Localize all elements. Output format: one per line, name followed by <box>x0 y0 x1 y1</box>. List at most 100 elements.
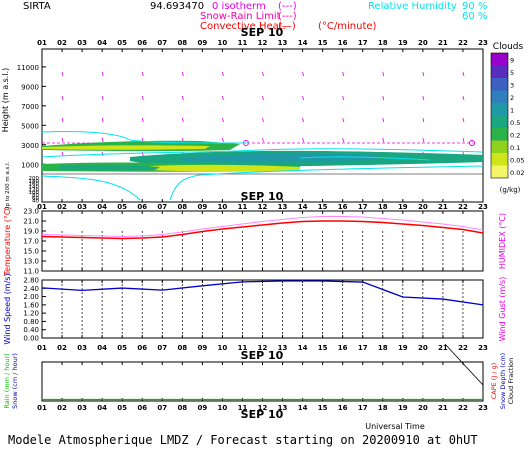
y-tick-label: 9000 <box>21 83 39 91</box>
hour-tick-label: 23 <box>478 39 488 47</box>
colorbar-swatch <box>491 165 508 178</box>
wind-barb <box>462 71 465 77</box>
hour-tick-label: 10 <box>218 404 228 412</box>
wind-barb <box>181 95 184 101</box>
colorbar-tick-label: 0.05 <box>510 156 524 164</box>
y-tick-label-low: 100 <box>29 190 40 196</box>
hour-tick-label: 21 <box>438 39 448 47</box>
wind-barb <box>262 71 264 77</box>
hour-tick-label: 06 <box>137 404 147 412</box>
cloud-layer <box>42 145 210 150</box>
wind-barb <box>462 117 465 123</box>
wind-barb <box>462 95 465 101</box>
footer-text: Modele Atmospherique LMDZ / Forecast sta… <box>8 433 478 447</box>
hour-tick-label: 02 <box>57 344 67 352</box>
wind-barb <box>222 137 224 143</box>
colorbar-swatch <box>491 103 508 116</box>
hour-tick-label: 21 <box>438 203 448 211</box>
wind-barb <box>181 71 184 77</box>
cape-y-label: CAPE (J / g) <box>490 363 498 400</box>
wind-speed-y-label: Wind Speed (m/s) <box>3 273 12 344</box>
cloud-fraction-y-label: Cloud Fraction <box>507 358 515 405</box>
hour-tick-label: 13 <box>278 39 288 47</box>
hour-tick-label: 21 <box>438 404 448 412</box>
hour-tick-label: 20 <box>418 344 428 352</box>
hour-tick-label: 07 <box>157 344 167 352</box>
hour-tick-label: 18 <box>378 404 388 412</box>
colorbar-tick-label: 0.2 <box>510 131 520 139</box>
y-tick-label-low: 200 <box>29 176 40 182</box>
humidex-y-label: HUMIDEX (°C) <box>498 213 507 269</box>
y-tick-label: 0.40 <box>23 326 39 334</box>
cloud-colorbar: Clouds 9 5 3 2 1 0.5 0.2 0.1 0.05 0.02 (g/kg) <box>490 42 524 194</box>
rh-contour <box>41 175 141 201</box>
hour-tick-label: 12 <box>258 203 268 211</box>
wind-barb <box>101 137 104 143</box>
hour-tick-label: 04 <box>97 203 107 211</box>
hour-tick-label: 20 <box>418 203 428 211</box>
x-axis-label: Universal Time <box>365 422 425 431</box>
hour-tick-label: 14 <box>298 203 308 211</box>
hour-tick-label: 17 <box>358 203 368 211</box>
hour-tick-label: 06 <box>137 344 147 352</box>
wind-barb <box>222 117 224 123</box>
hour-tick-label: 15 <box>318 344 328 352</box>
colorbar-tick-label: 1 <box>510 106 514 114</box>
hour-tick-label: 01 <box>37 344 47 352</box>
colorbar-swatch <box>491 65 508 78</box>
hour-tick-label: 05 <box>117 39 127 47</box>
hour-tick-label: 20 <box>418 404 428 412</box>
y-tick-label-low: 120 <box>29 187 40 193</box>
y-tick-label: 5000 <box>21 122 39 130</box>
wind-barb <box>382 95 385 101</box>
precip-panel: 01 02 03 04 05 06 07 08 09 10 11 12 13 14 15 16 17 18 19 20… <box>3 343 515 412</box>
legend-rh-60: 60 % <box>462 11 487 22</box>
hour-tick-label: 23 <box>478 344 488 352</box>
wind-barb <box>422 95 425 101</box>
hour-tick-label: 01 <box>37 203 47 211</box>
y-tick-label: 2.80 <box>23 277 39 285</box>
hour-tick-label: 19 <box>398 203 408 211</box>
hour-tick-label: 21 <box>438 344 448 352</box>
hour-tick-label: 17 <box>358 404 368 412</box>
hour-tick-label: 03 <box>77 404 87 412</box>
rh-contour <box>169 165 484 201</box>
colorbar-tick-label: 9 <box>510 56 514 64</box>
temperature-line <box>41 220 484 240</box>
snow-depth-y-label: Snow Depth (cm) <box>499 353 507 409</box>
y-tick-label: 23.0 <box>23 208 39 216</box>
hour-tick-label: 08 <box>177 404 187 412</box>
site-coords: 94.693470 <box>150 1 204 12</box>
hour-tick-label: 18 <box>378 39 388 47</box>
isotherm-marker <box>469 140 475 146</box>
temperature-y-label: Temperature (°C) <box>3 206 12 276</box>
y-tick-label: 15.0 <box>23 248 39 256</box>
hour-tick-label: 02 <box>57 404 67 412</box>
y-tick-label: 19.0 <box>23 228 39 236</box>
hour-tick-label: 17 <box>358 39 368 47</box>
wind-barb <box>302 95 304 101</box>
humidex-line <box>41 216 484 238</box>
y-tick-label-low: 140 <box>29 184 40 190</box>
hour-tick-label: 22 <box>458 404 468 412</box>
hour-tick-label: 19 <box>398 344 408 352</box>
hour-tick-label: 07 <box>157 404 167 412</box>
legend-rh: Relative Humidity <box>368 1 457 12</box>
hour-tick-label: 19 <box>398 404 408 412</box>
wind-barb <box>422 117 425 123</box>
wind-barb <box>181 117 184 123</box>
legend-rh-90: 90 % <box>462 1 487 12</box>
colorbar-swatch <box>491 78 508 91</box>
wind-barb <box>342 71 345 77</box>
wind-barb <box>342 137 345 143</box>
wind-barb <box>302 117 304 123</box>
cloud-y-axis-label: Height (m a.s.l.) <box>1 68 10 133</box>
hour-tick-label: 03 <box>77 39 87 47</box>
colorbar-title: Clouds <box>493 42 524 52</box>
y-tick-label: 11.0 <box>23 268 39 276</box>
hour-tick-label: 11 <box>238 39 248 47</box>
wind-barb <box>382 137 385 143</box>
rain-y-label: Rain (mm / hour) <box>3 353 11 408</box>
date-label-top: SEP 10 <box>241 26 284 39</box>
